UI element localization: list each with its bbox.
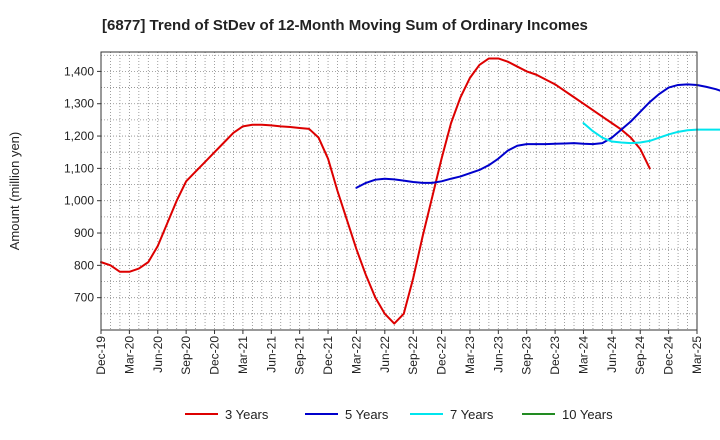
y-axis-label: Amount (million yen)	[7, 132, 22, 251]
x-tick-label: Jun-23	[491, 336, 505, 373]
grid-lines	[101, 52, 697, 330]
y-tick-label: 1,000	[64, 194, 94, 208]
x-tick-label: Sep-20	[179, 336, 193, 375]
y-tick-label: 1,100	[64, 161, 94, 175]
series-line-3-years	[100, 57, 651, 325]
x-tick-label: Sep-23	[520, 336, 534, 375]
x-tick-label: Dec-21	[321, 336, 335, 375]
x-tick-label: Jun-20	[151, 336, 165, 373]
legend-label: 5 Years	[345, 407, 389, 422]
x-tick-label: Mar-23	[463, 336, 477, 374]
x-tick-label: Sep-21	[293, 336, 307, 375]
x-tick-label: Jun-24	[605, 336, 619, 373]
y-tick-label: 1,200	[64, 129, 94, 143]
chart-title: [6877] Trend of StDev of 12-Month Moving…	[102, 17, 588, 34]
x-tick-label: Jun-21	[264, 336, 278, 373]
x-tick-label: Jun-22	[378, 336, 392, 373]
x-tick-label: Dec-20	[208, 336, 222, 375]
series-lines	[100, 57, 720, 325]
y-tick-label: 1,400	[64, 64, 94, 78]
x-tick-label: Mar-22	[349, 336, 363, 374]
x-tick-label: Dec-24	[662, 336, 676, 375]
series-line-5-years	[355, 83, 720, 189]
x-tick-label: Dec-22	[435, 336, 449, 375]
x-tick-label: Mar-21	[236, 336, 250, 374]
x-tick-label: Mar-25	[690, 336, 704, 374]
y-tick-label: 1,300	[64, 97, 94, 111]
x-tick-label: Mar-24	[576, 336, 590, 374]
legend: 3 Years 5 Years 7 Years 10 Years	[185, 407, 613, 422]
y-tick-label: 900	[74, 226, 94, 240]
legend-label: 7 Years	[450, 407, 494, 422]
x-tick-label: Sep-22	[406, 336, 420, 375]
x-tick-label: Dec-23	[548, 336, 562, 375]
plot-area-frame	[100, 51, 698, 331]
y-tick-label: 800	[74, 258, 94, 272]
x-axis: Dec-19 Mar-20 Jun-20 Sep-20 Dec-20 Mar-21 Jun-…	[94, 330, 704, 375]
x-tick-label: Mar-20	[122, 336, 136, 374]
x-tick-label: Dec-19	[94, 336, 108, 375]
y-axis: 700 800 900 1,000 1,100 1,200 1,300 1,400	[64, 64, 101, 305]
y-tick-label: 700	[74, 291, 94, 305]
x-tick-label: Sep-24	[633, 336, 647, 375]
legend-label: 10 Years	[562, 407, 613, 422]
series-line-7-years	[582, 122, 720, 145]
legend-label: 3 Years	[225, 407, 269, 422]
